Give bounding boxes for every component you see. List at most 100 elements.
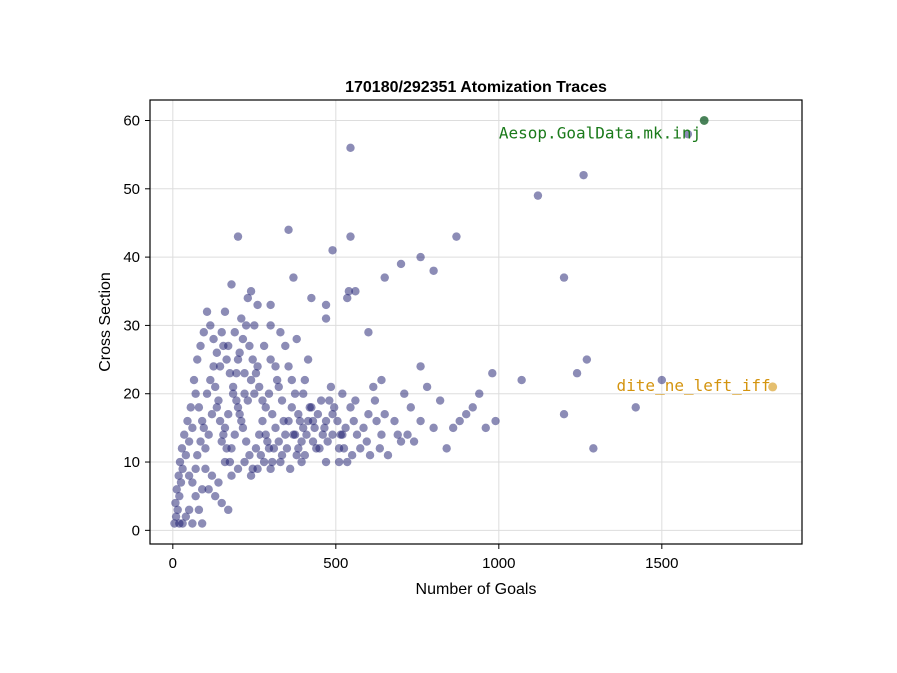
y-tick-label: 50 bbox=[123, 181, 140, 198]
data-point bbox=[206, 375, 215, 385]
data-point bbox=[442, 444, 451, 453]
data-point bbox=[475, 389, 484, 398]
data-point bbox=[488, 369, 497, 378]
data-point bbox=[409, 437, 419, 446]
data-point bbox=[255, 430, 264, 439]
x-tick-label: 1000 bbox=[482, 555, 515, 572]
data-point bbox=[321, 416, 331, 426]
data-point bbox=[274, 437, 283, 446]
data-point bbox=[266, 321, 275, 330]
data-point bbox=[294, 410, 303, 419]
data-point bbox=[468, 403, 477, 412]
data-point bbox=[370, 396, 380, 405]
annotated-point bbox=[699, 115, 709, 125]
data-point bbox=[297, 437, 306, 446]
data-point bbox=[212, 348, 222, 357]
data-point bbox=[396, 259, 406, 269]
data-point bbox=[393, 430, 402, 439]
data-point bbox=[173, 505, 182, 515]
data-point bbox=[206, 321, 215, 330]
data-point bbox=[307, 293, 316, 303]
data-point bbox=[181, 512, 191, 521]
data-point bbox=[250, 389, 259, 398]
data-point bbox=[338, 389, 347, 398]
data-point bbox=[300, 375, 310, 385]
data-point bbox=[211, 491, 220, 501]
data-point bbox=[448, 423, 458, 433]
data-point bbox=[253, 464, 262, 474]
data-point bbox=[233, 355, 243, 364]
data-point bbox=[204, 485, 213, 494]
data-point bbox=[266, 300, 275, 310]
data-point bbox=[248, 355, 257, 364]
data-point bbox=[266, 355, 275, 364]
data-point bbox=[233, 403, 243, 412]
data-point bbox=[347, 451, 357, 460]
data-point bbox=[559, 273, 569, 282]
data-point bbox=[258, 416, 267, 426]
data-point bbox=[172, 485, 181, 494]
data-point bbox=[209, 362, 218, 371]
data-point bbox=[251, 369, 261, 378]
data-point bbox=[261, 403, 270, 412]
data-point bbox=[191, 491, 200, 501]
data-point bbox=[416, 362, 425, 371]
data-point bbox=[416, 252, 425, 262]
data-point bbox=[174, 471, 183, 480]
data-point bbox=[321, 457, 331, 467]
data-point bbox=[197, 485, 207, 494]
data-point bbox=[396, 437, 406, 446]
points bbox=[170, 116, 709, 528]
data-point bbox=[224, 410, 233, 419]
data-point bbox=[256, 451, 266, 460]
data-point bbox=[572, 369, 582, 378]
data-point bbox=[243, 293, 252, 303]
data-point bbox=[263, 437, 272, 446]
data-point bbox=[299, 423, 308, 433]
data-point bbox=[333, 416, 342, 426]
data-point bbox=[183, 416, 192, 426]
data-point bbox=[233, 232, 243, 241]
data-point bbox=[631, 403, 640, 412]
data-point bbox=[276, 457, 285, 467]
data-point bbox=[220, 423, 230, 433]
data-point bbox=[533, 191, 543, 200]
data-point bbox=[215, 362, 225, 371]
grid bbox=[150, 100, 802, 544]
data-point bbox=[341, 423, 350, 433]
data-point bbox=[222, 355, 231, 364]
data-point bbox=[336, 430, 345, 439]
data-point bbox=[452, 232, 461, 241]
data-point bbox=[517, 375, 526, 385]
point-annotation: dite_ne_left_iff bbox=[617, 376, 771, 395]
data-point bbox=[222, 444, 231, 453]
data-point bbox=[315, 444, 324, 453]
data-point bbox=[227, 471, 236, 480]
data-point bbox=[346, 232, 355, 241]
data-point bbox=[246, 287, 256, 296]
data-point bbox=[579, 170, 588, 180]
plot-frame bbox=[149, 99, 803, 545]
y-tick-label: 10 bbox=[123, 454, 140, 471]
data-point bbox=[321, 314, 331, 323]
data-point bbox=[235, 410, 244, 419]
data-point bbox=[359, 423, 368, 433]
data-point bbox=[225, 457, 235, 467]
data-point bbox=[178, 464, 187, 474]
data-point bbox=[202, 389, 212, 398]
data-point bbox=[269, 444, 279, 453]
y-tick-label: 60 bbox=[123, 112, 140, 129]
data-point bbox=[233, 464, 243, 474]
y-axis-label: Cross Section bbox=[97, 272, 114, 372]
data-point bbox=[184, 505, 194, 515]
data-point bbox=[344, 287, 354, 296]
data-point bbox=[251, 444, 261, 453]
data-point bbox=[245, 341, 254, 351]
data-point bbox=[201, 464, 210, 474]
data-point bbox=[232, 369, 241, 378]
data-point bbox=[228, 389, 238, 398]
data-point bbox=[240, 369, 249, 378]
data-point bbox=[400, 389, 409, 398]
data-point bbox=[462, 410, 471, 419]
data-point bbox=[302, 430, 311, 439]
